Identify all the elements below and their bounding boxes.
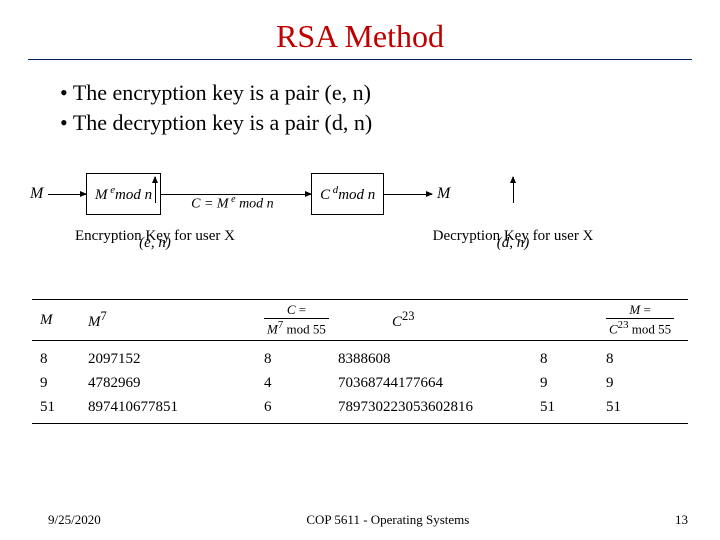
table-header: M M7 C =M7 mod 55 C23 M =C23 mod 55 [32, 300, 688, 340]
slide-footer: 9/25/2020 COP 5611 - Operating Systems 1… [0, 512, 720, 528]
cell: 8388608 [338, 351, 540, 368]
table-row: 8 2097152 8 8388608 8 8 [32, 347, 688, 371]
cell: 8 [32, 351, 88, 368]
input-M: M [30, 185, 48, 203]
slide-title: RSA Method [28, 18, 692, 55]
cell: 51 [32, 399, 88, 416]
arrow-up-icon [513, 177, 514, 203]
footer-page: 13 [675, 512, 688, 528]
cell: 70368744177664 [338, 375, 540, 392]
cell: 9 [606, 375, 688, 392]
cell: 897410677851 [88, 399, 264, 416]
cell: 789730223053602816 [338, 399, 540, 416]
th-M: M [32, 312, 88, 329]
cell: 8 [540, 351, 606, 368]
rsa-flow-diagram: M M emod n C = M e mod n C dmod n M (e, … [30, 151, 690, 291]
th-C: C =M7 mod 55 [264, 303, 338, 337]
cell: 2097152 [88, 351, 264, 368]
cell: 51 [606, 399, 688, 416]
example-table: M M7 C =M7 mod 55 C23 M =C23 mod 55 8 20… [32, 299, 688, 424]
bullet-2: The decryption key is a pair (d, n) [60, 108, 692, 138]
th-Mres2: M =C23 mod 55 [606, 303, 688, 337]
arrow-icon [48, 194, 86, 195]
enc-key-caption: Encryption Key for user X [70, 228, 240, 245]
footer-course: COP 5611 - Operating Systems [306, 512, 469, 528]
cell: 4 [264, 375, 338, 392]
cell: 51 [540, 399, 606, 416]
arrow-up-icon [155, 177, 156, 203]
table-rule [32, 423, 688, 424]
cell: 8 [264, 351, 338, 368]
th-M7: M7 [88, 309, 264, 331]
encryption-key-block: (e, n) Encryption Key for user X [70, 205, 240, 245]
bullet-1: The encryption key is a pair (e, n) [60, 78, 692, 108]
slide: RSA Method The encryption key is a pair … [0, 0, 720, 540]
dec-key-caption: Decryption Key for user X [428, 228, 598, 245]
table-row: 51 897410677851 6 789730223053602816 51 … [32, 395, 688, 419]
footer-date: 9/25/2020 [48, 512, 101, 528]
decrypt-box: C dmod n [311, 173, 384, 215]
cell: 9 [32, 375, 88, 392]
cell: 8 [606, 351, 688, 368]
table-row: 9 4782969 4 70368744177664 9 9 [32, 371, 688, 395]
output-M: M [432, 185, 450, 203]
arrow-icon [161, 194, 311, 195]
bullet-list: The encryption key is a pair (e, n) The … [28, 78, 692, 137]
decryption-key-block: (d, n) Decryption Key for user X [428, 205, 598, 245]
th-C23: C23 [338, 309, 540, 331]
cell: 6 [264, 399, 338, 416]
cell: 4782969 [88, 375, 264, 392]
arrow-icon [384, 194, 432, 195]
title-underline [28, 59, 692, 60]
cell: 9 [540, 375, 606, 392]
